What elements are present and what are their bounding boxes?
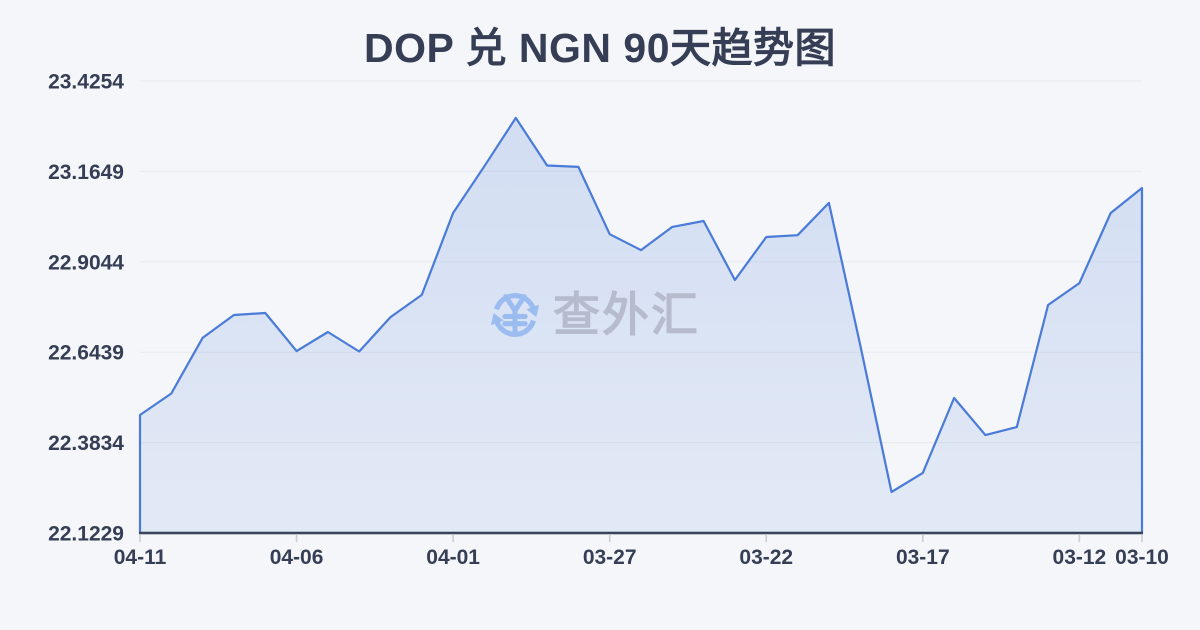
x-axis-label: 03-17	[896, 546, 950, 569]
watermark-text: 查外汇	[553, 288, 700, 341]
y-axis-label: 23.4254	[48, 71, 124, 94]
y-axis-label: 22.6439	[48, 342, 124, 365]
x-axis-label: 03-12	[1053, 546, 1107, 569]
y-axis-label: 22.1229	[48, 523, 124, 546]
x-axis-label: 04-11	[114, 546, 167, 569]
x-axis-label: 04-01	[426, 546, 480, 569]
currency-exchange-icon	[490, 293, 540, 337]
y-axis-label: 22.3834	[48, 432, 124, 455]
watermark: 查外汇	[486, 286, 700, 344]
y-axis-label: 23.1649	[48, 161, 124, 184]
chart-title: DOP 兑 NGN 90天趋势图	[364, 25, 836, 71]
x-axis-label: 03-22	[739, 546, 793, 569]
x-axis-label: 03-10	[1115, 546, 1169, 569]
y-axis-label: 22.9044	[48, 251, 124, 274]
x-axis-label: 04-06	[270, 546, 324, 569]
area-series	[138, 116, 1144, 535]
x-axis-label: 03-27	[583, 546, 637, 569]
